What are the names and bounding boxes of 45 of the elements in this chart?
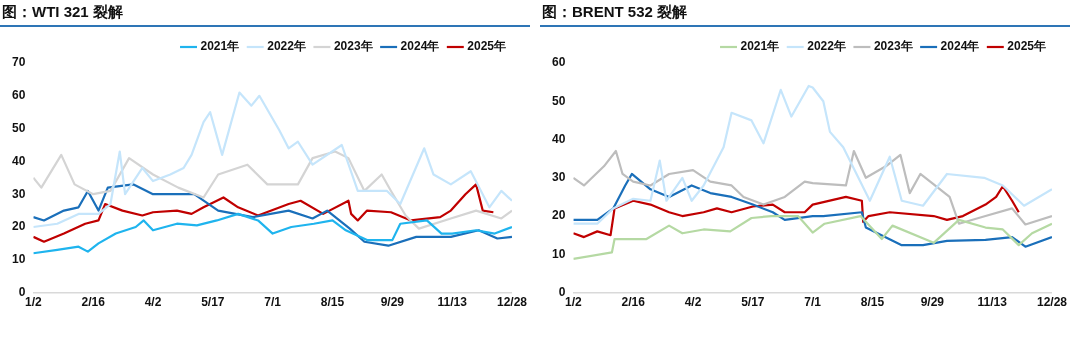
x-tick-label: 12/28 [496,295,528,310]
legend-label: 2021年 [740,39,780,54]
legend-label: 2024年 [940,39,980,54]
legend-label: 2022年 [267,39,306,54]
x-tick-label: 1/2 [565,295,583,310]
y-tick-label: 0 [18,284,26,299]
x-tick-label: 4/2 [684,295,702,310]
x-tick-label: 11/13 [437,295,468,310]
x-tick-label: 2/16 [621,295,646,310]
x-tick-label: 8/15 [320,295,345,310]
legend-label: 2024年 [400,39,440,54]
x-tick-label: 2/16 [81,295,106,310]
y-tick-label: 20 [551,208,566,223]
y-tick-label: 10 [11,252,26,267]
y-tick-label: 70 [11,55,26,70]
y-tick-label: 60 [11,88,26,103]
x-tick-label: 9/29 [920,295,945,310]
x-tick-label: 11/13 [977,295,1008,310]
legend-label: 2021年 [200,39,240,54]
y-tick-label: 30 [11,186,26,201]
legend-label: 2025年 [1007,39,1047,54]
x-tick-label: 5/17 [741,295,765,310]
y-tick-label: 0 [558,284,566,299]
y-tick-label: 40 [551,131,566,146]
x-tick-label: 9/29 [380,295,405,310]
x-tick-label: 7/1 [804,295,822,310]
y-tick-label: 20 [11,219,26,234]
y-tick-label: 50 [551,93,566,108]
x-tick-label: 5/17 [201,295,225,310]
y-tick-label: 10 [551,246,566,261]
y-tick-label: 50 [11,120,26,135]
legend-label: 2023年 [873,39,913,54]
legend-label: 2025年 [467,39,507,54]
x-tick-label: 1/2 [25,295,43,310]
x-tick-label: 8/15 [860,295,885,310]
legend-label: 2022年 [807,39,846,54]
x-tick-label: 4/2 [144,295,162,310]
legend-label: 2023年 [333,39,373,54]
chart-title: 图：BRENT 532 裂解 [540,0,1070,27]
x-tick-label: 12/28 [1036,295,1068,310]
y-tick-label: 60 [551,55,566,70]
chart-title: 图：WTI 321 裂解 [0,0,530,27]
y-tick-label: 30 [551,170,566,185]
y-tick-label: 40 [11,153,26,168]
x-tick-label: 7/1 [264,295,282,310]
